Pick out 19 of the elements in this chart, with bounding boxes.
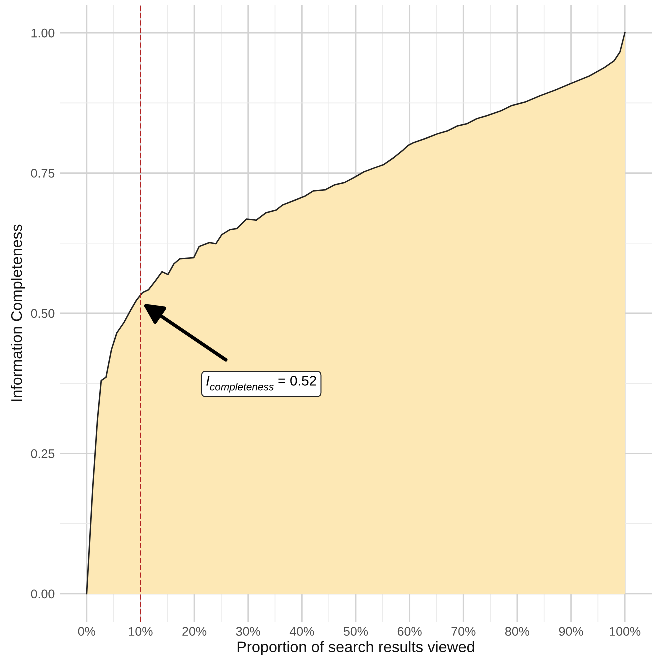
x-tick-label: 100% (610, 627, 641, 636)
x-tick-label: 90% (559, 627, 584, 636)
y-tick-label: 0.75 (31, 169, 55, 178)
y-tick-label: 1.00 (32, 28, 55, 38)
x-tick-label: 30% (236, 627, 260, 636)
y-tick-label: 0.25 (31, 450, 55, 458)
x-tick-label: 60% (398, 627, 422, 636)
x-tick-label: 0% (78, 627, 96, 636)
x-axis-title: Proportion of search results viewed (238, 641, 474, 656)
y-tick-label: 0.50 (31, 309, 55, 318)
x-tick-label: 20% (182, 627, 207, 636)
x-tick-label: 50% (344, 627, 368, 636)
x-tick-label: 70% (452, 627, 476, 636)
y-axis-title: Information Completeness (11, 224, 26, 402)
x-tick-label: 10% (129, 627, 153, 636)
x-tick-label: 80% (505, 627, 530, 636)
annotation: Icompleteness = 0.52 (206, 376, 316, 393)
x-tick-label: 40% (290, 627, 314, 636)
y-tick-label: 0.00 (31, 590, 55, 599)
